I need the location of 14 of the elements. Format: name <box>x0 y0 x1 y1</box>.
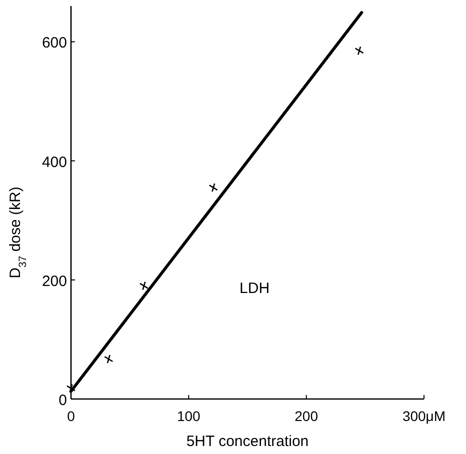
point <box>208 182 218 192</box>
point <box>139 281 149 291</box>
point <box>354 46 364 56</box>
y-tick-label: 400 <box>42 154 67 171</box>
x-tick-label: 300μM <box>402 408 446 424</box>
y-tick-label: 200 <box>42 272 67 290</box>
x-axis-title: 5HT concentration <box>186 433 309 450</box>
y-tick-label: 0 <box>58 392 67 409</box>
point <box>104 354 114 364</box>
y-tick-label: 600 <box>42 34 67 52</box>
x-tick-label: 200 <box>294 408 318 424</box>
point <box>66 384 76 393</box>
x-tick-label: 100 <box>176 408 201 424</box>
annotation: LDH <box>240 280 270 297</box>
